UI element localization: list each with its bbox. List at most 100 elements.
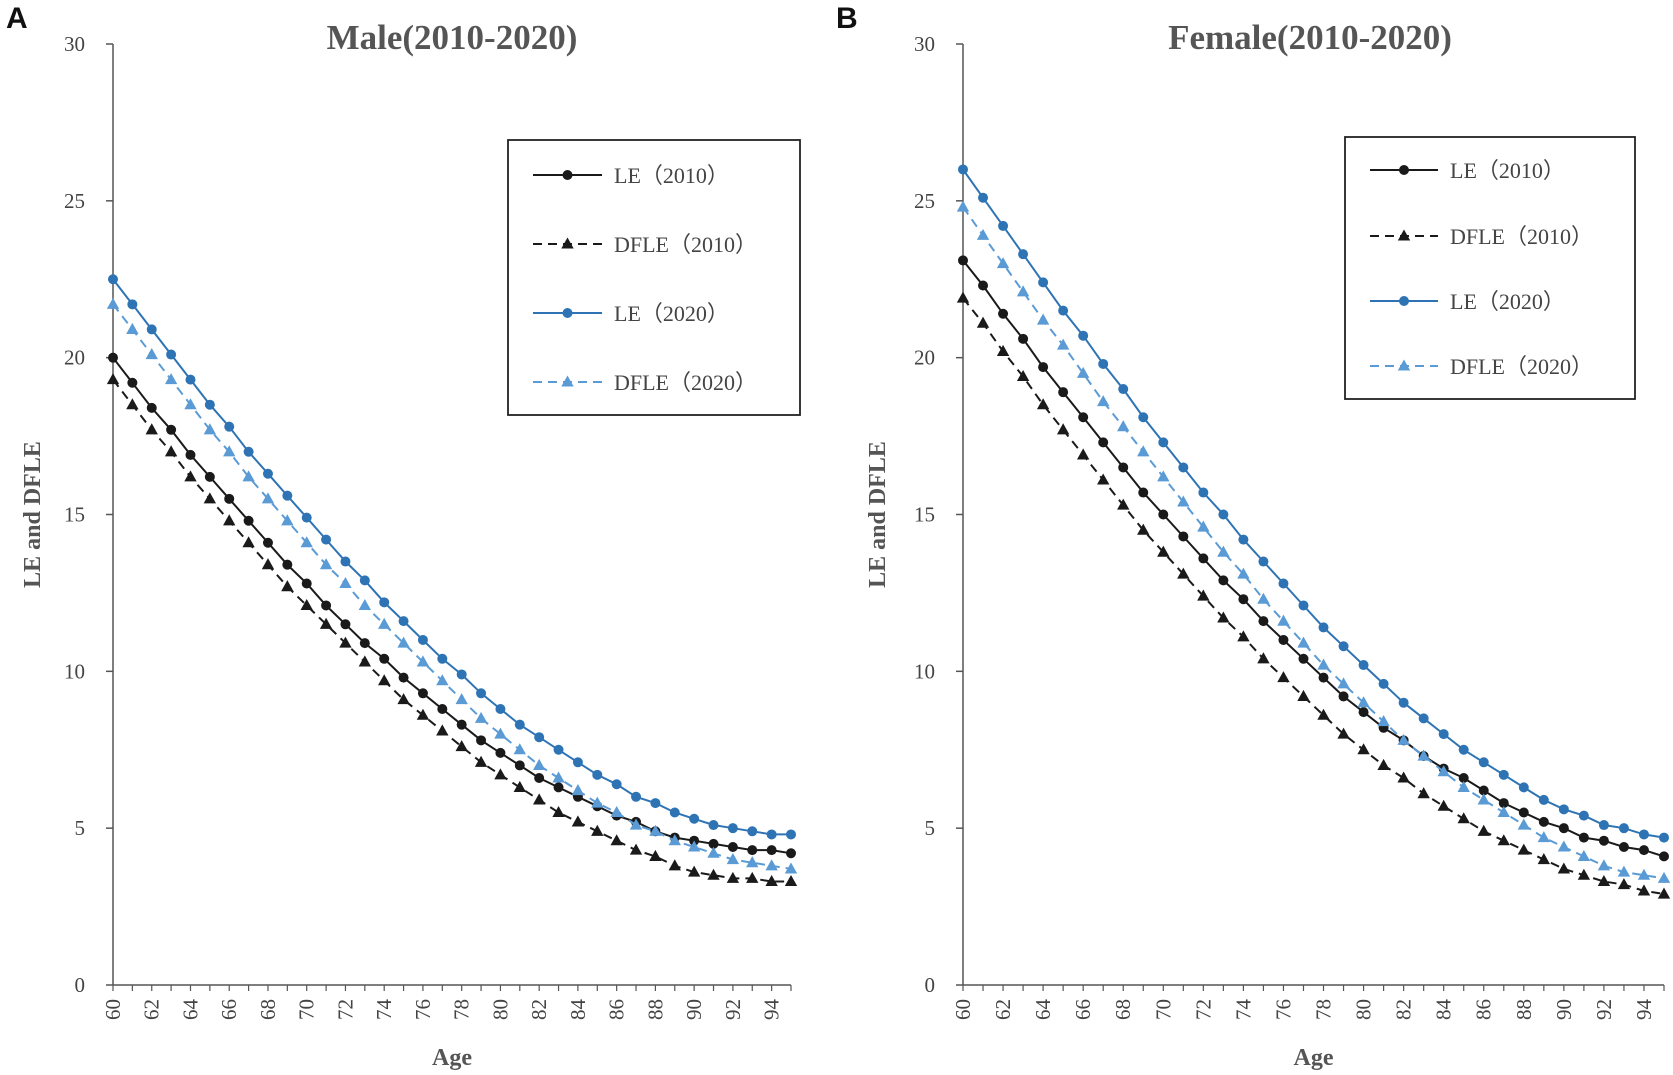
data-point bbox=[1477, 793, 1490, 805]
data-point bbox=[1317, 658, 1330, 670]
x-tick-label: 90 bbox=[1552, 999, 1576, 1020]
data-point bbox=[726, 853, 740, 865]
data-point bbox=[1137, 523, 1150, 535]
data-point bbox=[495, 747, 506, 758]
data-point bbox=[1078, 330, 1089, 341]
data-point bbox=[223, 445, 236, 457]
panel-letter-b: B bbox=[836, 2, 858, 35]
data-point bbox=[184, 398, 197, 410]
data-point bbox=[572, 757, 583, 768]
x-tick-label: 72 bbox=[333, 999, 357, 1020]
data-point bbox=[1397, 771, 1410, 783]
y-tick-label: 15 bbox=[64, 503, 85, 527]
y-tick-label: 10 bbox=[64, 659, 85, 683]
legend-label: DFLE（2020） bbox=[1450, 354, 1593, 379]
data-point bbox=[358, 655, 372, 667]
data-point bbox=[1318, 622, 1329, 633]
x-tick-label: 64 bbox=[1031, 999, 1055, 1021]
data-point bbox=[552, 771, 565, 783]
data-point bbox=[1637, 884, 1651, 896]
data-point bbox=[1318, 672, 1329, 683]
data-point bbox=[1497, 834, 1510, 846]
x-tick-label: 78 bbox=[1312, 999, 1336, 1020]
data-point bbox=[1659, 851, 1669, 862]
data-point bbox=[358, 598, 372, 611]
data-point bbox=[281, 580, 294, 592]
data-point bbox=[668, 834, 681, 846]
x-tick-label: 70 bbox=[1151, 999, 1175, 1020]
data-point bbox=[1458, 772, 1469, 783]
data-point bbox=[106, 297, 120, 309]
x-tick-label: 66 bbox=[1071, 999, 1095, 1020]
x-tick-label: 84 bbox=[566, 999, 590, 1021]
legend: LE（2010） DFLE（2010） LE（2020） DFLE（2020） bbox=[1344, 136, 1636, 400]
x-tick-label: 66 bbox=[217, 999, 241, 1020]
data-point bbox=[707, 846, 720, 858]
data-point bbox=[1617, 878, 1631, 890]
data-point bbox=[1477, 824, 1490, 836]
chart-title: Male(2010-2020) bbox=[327, 18, 578, 57]
data-point bbox=[1036, 398, 1050, 410]
data-point bbox=[397, 636, 410, 648]
data-point bbox=[1238, 594, 1249, 605]
data-point bbox=[106, 373, 120, 385]
data-point bbox=[417, 634, 428, 645]
data-point bbox=[1237, 567, 1250, 579]
legend-label: LE（2010） bbox=[614, 163, 729, 188]
x-tick-label: 76 bbox=[411, 999, 435, 1020]
data-point bbox=[631, 791, 642, 802]
x-tick-label: 74 bbox=[1231, 999, 1255, 1021]
data-point bbox=[416, 655, 430, 667]
data-point bbox=[1338, 641, 1349, 652]
data-point bbox=[687, 840, 701, 852]
data-point bbox=[416, 708, 430, 720]
data-point bbox=[1098, 358, 1109, 369]
data-point bbox=[1558, 804, 1569, 815]
data-point bbox=[455, 693, 468, 705]
data-point bbox=[1097, 395, 1110, 407]
data-point bbox=[514, 719, 525, 730]
y-tick-label: 30 bbox=[914, 32, 935, 56]
data-point bbox=[786, 829, 796, 840]
data-point bbox=[552, 805, 565, 818]
data-point bbox=[1177, 567, 1190, 579]
x-axis-label: Age bbox=[1294, 1045, 1334, 1071]
data-point bbox=[1257, 592, 1270, 604]
data-point bbox=[398, 672, 409, 683]
data-point bbox=[996, 344, 1010, 356]
data-point bbox=[1498, 769, 1509, 780]
data-point bbox=[747, 826, 758, 837]
data-point bbox=[456, 719, 467, 730]
data-point bbox=[1016, 285, 1030, 297]
x-tick-label: 80 bbox=[488, 999, 512, 1020]
chart-panel-a: Male(2010-2020) 0 5 10 15 20 25 30 60 62 64 66 68 70 7… bbox=[20, 18, 801, 1071]
data-point bbox=[687, 865, 701, 877]
data-point bbox=[978, 192, 989, 203]
data-point bbox=[727, 841, 738, 852]
data-point bbox=[436, 674, 449, 686]
data-point bbox=[1457, 812, 1470, 824]
data-point bbox=[1537, 853, 1551, 865]
x-tick-label: 64 bbox=[178, 999, 202, 1021]
x-tick-label: 82 bbox=[527, 999, 551, 1020]
data-point bbox=[1158, 509, 1169, 520]
data-point bbox=[1058, 387, 1069, 398]
data-point bbox=[108, 352, 118, 363]
data-point bbox=[203, 423, 217, 435]
data-point bbox=[1578, 810, 1589, 821]
data-point bbox=[319, 617, 333, 629]
data-point bbox=[1478, 757, 1489, 768]
y-tick-label: 25 bbox=[64, 189, 85, 213]
data-point bbox=[514, 760, 525, 771]
data-point bbox=[786, 848, 796, 859]
data-point bbox=[784, 874, 798, 887]
data-point bbox=[1417, 749, 1430, 761]
data-point bbox=[474, 755, 488, 767]
data-point bbox=[1598, 820, 1609, 831]
data-point bbox=[1398, 697, 1409, 708]
data-point bbox=[708, 838, 719, 849]
data-point bbox=[1638, 845, 1649, 856]
legend-marker bbox=[561, 237, 574, 249]
data-point bbox=[1617, 865, 1631, 877]
data-point bbox=[185, 449, 196, 460]
